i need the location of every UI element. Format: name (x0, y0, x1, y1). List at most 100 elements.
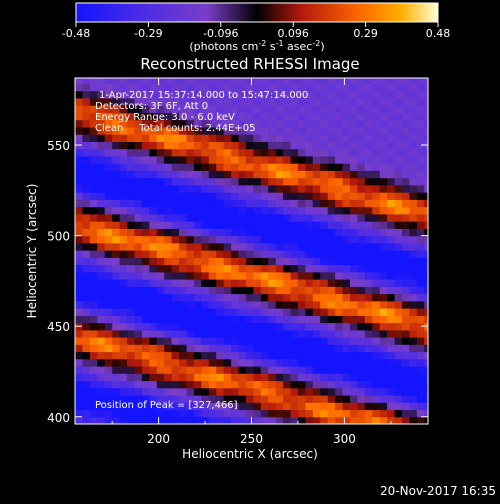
heatmap-cell (350, 315, 358, 324)
heatmap-cell (260, 105, 269, 113)
heatmap-cell (156, 366, 165, 374)
heatmap-cell (305, 395, 314, 403)
heatmap-cell (171, 257, 180, 266)
heatmap-cell (127, 387, 135, 396)
heatmap-cell (223, 395, 232, 403)
heatmap-cell (416, 358, 425, 367)
heatmap-cell (238, 213, 247, 222)
heatmap-cell (297, 300, 306, 309)
heatmap-cell (312, 242, 321, 251)
heatmap-cell (350, 380, 358, 389)
heatmap-cell (119, 242, 128, 251)
heatmap-cell (387, 366, 396, 374)
heatmap-cell (75, 235, 83, 244)
heatmap-cell (357, 242, 366, 251)
heatmap-cell (379, 78, 388, 84)
heatmap-cell (141, 250, 150, 258)
heatmap-cell (416, 315, 425, 324)
heatmap-cell (179, 286, 187, 295)
heatmap-cell (268, 126, 277, 135)
heatmap-cell (186, 351, 195, 360)
heatmap-cell (149, 148, 158, 157)
heatmap-cell (268, 105, 277, 113)
heatmap-cell (141, 286, 150, 295)
heatmap-cell (201, 105, 210, 113)
heatmap-cell (179, 221, 187, 229)
heatmap-cell (156, 293, 165, 302)
heatmap-cell (290, 300, 299, 309)
heatmap-cell (357, 221, 366, 229)
heatmap-cell (223, 126, 232, 135)
heatmap-cell (379, 250, 388, 258)
heatmap-cell (357, 329, 366, 338)
heatmap-cell (245, 134, 254, 142)
heatmap-cell (231, 83, 240, 92)
heatmap-cell (134, 271, 143, 280)
heatmap-cell (149, 83, 158, 92)
heatmap-cell (149, 78, 158, 84)
heatmap-cell (149, 395, 158, 403)
heatmap-cell (245, 402, 254, 411)
heatmap-cell (134, 322, 143, 331)
heatmap-cell (104, 119, 113, 128)
heatmap-cell (149, 213, 158, 222)
heatmap-cell (253, 97, 262, 106)
heatmap-cell (104, 90, 113, 99)
heatmap-cell (312, 97, 321, 106)
heatmap-cell (245, 78, 254, 84)
heatmap-cell (268, 177, 277, 186)
heatmap-cell (424, 308, 428, 316)
heatmap-cell (387, 257, 396, 266)
heatmap-cell (260, 366, 269, 374)
heatmap-cell (327, 163, 336, 171)
heatmap-cell (335, 134, 344, 142)
heatmap-cell (305, 126, 314, 135)
heatmap-cell (179, 242, 187, 251)
heatmap-cell (424, 358, 428, 367)
heatmap-cell (387, 206, 396, 215)
heatmap-cell (290, 402, 299, 411)
heatmap-cell (253, 387, 262, 396)
heatmap-cell (312, 235, 321, 244)
heatmap-cell (119, 119, 128, 128)
heatmap-cell (89, 395, 98, 403)
heatmap-cell (112, 300, 121, 309)
heatmap-cell (283, 213, 292, 222)
heatmap-cell (342, 206, 351, 215)
heatmap-cell (372, 192, 381, 200)
heatmap-cell (223, 97, 232, 106)
heatmap-cell (186, 112, 195, 121)
heatmap-cell (379, 199, 388, 208)
heatmap-cell (179, 119, 187, 128)
heatmap-cell (164, 329, 173, 338)
heatmap-cell (320, 293, 329, 302)
heatmap-cell (112, 177, 121, 186)
heatmap-cell (327, 257, 336, 266)
heatmap-cell (350, 395, 358, 403)
heatmap-cell (424, 184, 428, 193)
heatmap-cell (387, 105, 396, 113)
heatmap-cell (260, 308, 269, 316)
heatmap-cell (164, 271, 173, 280)
heatmap-cell (201, 221, 210, 229)
heatmap-cell (164, 213, 173, 222)
heatmap-cell (320, 315, 329, 324)
heatmap-cell (119, 83, 128, 92)
heatmap-cell (201, 78, 210, 84)
heatmap-cell (372, 199, 381, 208)
heatmap-cell (297, 199, 306, 208)
heatmap-cell (379, 221, 388, 229)
heatmap-cell (335, 358, 344, 367)
heatmap-cell (394, 286, 403, 295)
heatmap-cell (179, 351, 187, 360)
heatmap-cell (364, 315, 373, 324)
heatmap-cell (350, 177, 358, 186)
heatmap-cell (416, 163, 425, 171)
heatmap-cell (223, 337, 232, 345)
heatmap-cell (409, 78, 418, 84)
heatmap-cell (82, 380, 91, 389)
heatmap-cell (179, 134, 187, 142)
heatmap-cell (357, 315, 366, 324)
heatmap-cell (179, 373, 187, 382)
heatmap-cell (201, 177, 210, 186)
